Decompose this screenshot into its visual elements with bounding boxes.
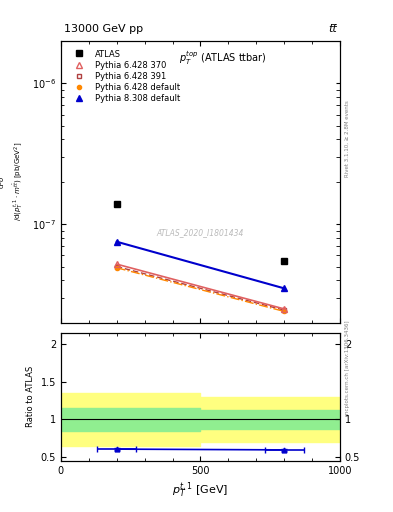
- Pythia 6.428 default: [114, 265, 119, 271]
- Legend: ATLAS, Pythia 6.428 370, Pythia 6.428 391, Pythia 6.428 default, Pythia 8.308 de: ATLAS, Pythia 6.428 370, Pythia 6.428 39…: [68, 48, 182, 104]
- ATLAS: [282, 258, 286, 264]
- Text: $p_T^{top}$ (ATLAS ttbar): $p_T^{top}$ (ATLAS ttbar): [179, 50, 267, 67]
- Text: Rivet 3.1.10, ≥ 2.8M events: Rivet 3.1.10, ≥ 2.8M events: [345, 100, 350, 177]
- X-axis label: $p_T^{t,1}$ [GeV]: $p_T^{t,1}$ [GeV]: [172, 481, 229, 501]
- Pythia 6.428 391: [282, 307, 286, 313]
- Text: 13000 GeV pp: 13000 GeV pp: [64, 24, 143, 34]
- Pythia 8.308 default: [114, 239, 119, 245]
- Text: tt̅: tt̅: [329, 24, 337, 34]
- Line: Pythia 8.308 default: Pythia 8.308 default: [114, 239, 287, 291]
- Pythia 6.428 370: [114, 261, 119, 267]
- Pythia 6.428 default: [282, 308, 286, 314]
- Line: Pythia 6.428 391: Pythia 6.428 391: [114, 264, 286, 313]
- ATLAS: [114, 201, 119, 207]
- Text: mcplots.cern.ch [arXiv:1306.3436]: mcplots.cern.ch [arXiv:1306.3436]: [345, 321, 350, 416]
- Line: ATLAS: ATLAS: [114, 200, 287, 264]
- Y-axis label: Ratio to ATLAS: Ratio to ATLAS: [26, 366, 35, 428]
- Y-axis label: d$^2\sigma$
/d($p_T^{t,1}\cdot m^{t\bar{t}}$) [pb/GeV$^2$]: d$^2\sigma$ /d($p_T^{t,1}\cdot m^{t\bar{…: [0, 142, 26, 221]
- Line: Pythia 6.428 default: Pythia 6.428 default: [115, 266, 286, 313]
- Pythia 6.428 370: [282, 306, 286, 312]
- Pythia 8.308 default: [282, 285, 286, 291]
- Line: Pythia 6.428 370: Pythia 6.428 370: [114, 261, 287, 312]
- Pythia 6.428 391: [114, 264, 119, 270]
- Text: ATLAS_2020_I1801434: ATLAS_2020_I1801434: [157, 228, 244, 237]
